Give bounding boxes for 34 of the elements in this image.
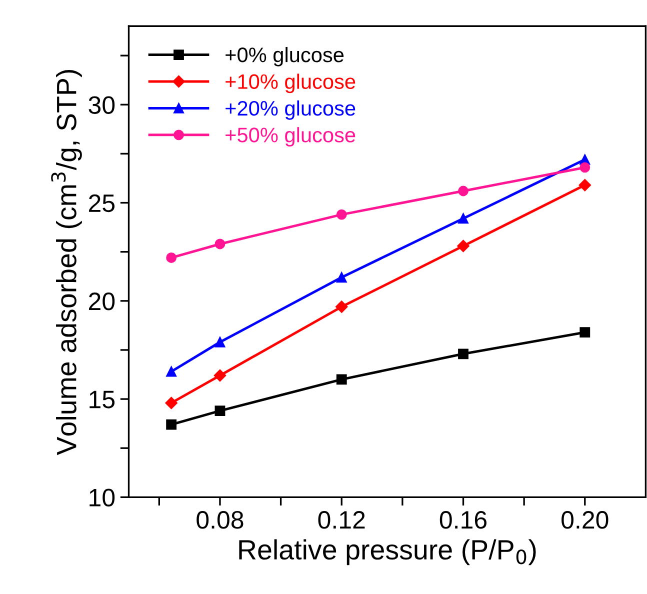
point [457,240,470,252]
point [458,348,468,360]
point [580,327,590,338]
y-tick-label: 25 [89,194,115,212]
y-axis-title: Volume adsorbed (cm$^{3}$/g, STP) [51,70,82,456]
point [458,213,468,224]
legend-label: +20% glucose [226,100,356,120]
y-tick-label: 20 [89,292,115,310]
point [580,162,590,173]
x-tick-label: 0.12 [318,511,365,529]
point [458,186,468,196]
legend-label: +10% glucose [226,74,356,94]
point [336,272,347,283]
point [214,406,226,416]
point [336,300,348,313]
point [336,209,347,220]
x-tick-label: 0.16 [440,511,486,529]
point [578,179,591,192]
x-axis-title: Relative pressure (P/P$_{0}$) [239,539,536,566]
point [166,419,177,430]
x-tick-label: 0.20 [562,511,608,529]
point [166,366,177,377]
legend-label: +0% glucose [226,46,344,66]
point [214,336,226,348]
point [165,396,178,410]
point [166,252,177,263]
legend-label: +50% glucose [226,127,356,147]
y-tick-label: 30 [88,96,115,114]
y-tick-label: 15 [90,390,115,408]
point [214,238,226,250]
x-tick-label: 0.08 [196,511,244,529]
point [214,369,226,382]
y-tick-label: 10 [90,488,115,506]
point [336,374,347,385]
